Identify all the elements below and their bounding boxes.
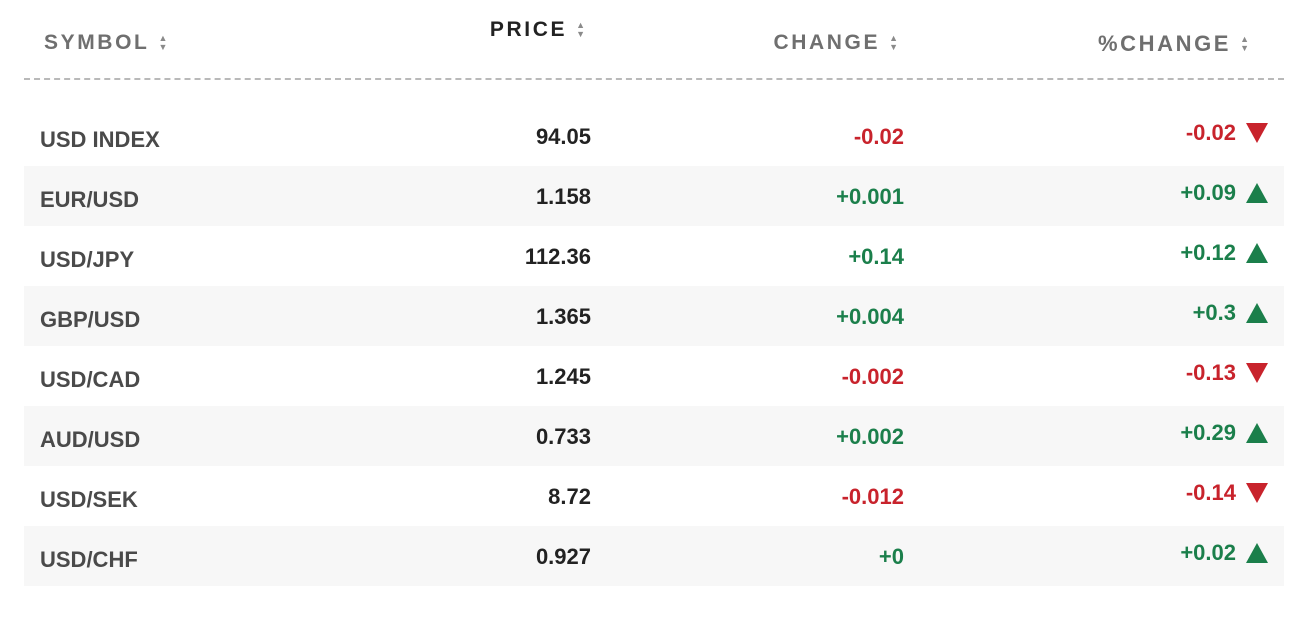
down-arrow-icon [1246, 362, 1268, 384]
pct-change-cell: +0.02 [1180, 540, 1268, 566]
change-cell: +0.001 [836, 184, 904, 209]
price-cell: 0.927 [535, 544, 591, 569]
price-cell: 1.158 [535, 184, 591, 209]
price-cell: 1.245 [535, 364, 591, 389]
change-cell: +0 [878, 544, 904, 569]
symbol-cell[interactable]: AUD/USD [40, 427, 141, 452]
price-column-header[interactable]: PRICE ▲ ▼ [490, 18, 585, 42]
symbol-cell[interactable]: GBP/USD [40, 307, 141, 332]
pct-change-cell: -0.14 [1186, 480, 1268, 506]
symbol-cell[interactable]: USD INDEX [40, 127, 160, 152]
table-row[interactable]: AUD/USD 0.733 +0.002 +0.29 [24, 406, 1284, 466]
table-row[interactable]: GBP/USD 1.365 +0.004 +0.3 [24, 286, 1284, 346]
pct-change-value: +0.09 [1180, 180, 1236, 205]
change-cell: -0.002 [841, 364, 904, 389]
price-cell: 8.72 [548, 484, 591, 509]
pct-change-value: +0.12 [1180, 240, 1236, 265]
table-row[interactable]: USD/JPY 112.36 +0.14 +0.12 [24, 226, 1284, 286]
price-cell: 1.365 [535, 304, 591, 329]
symbol-cell[interactable]: USD/JPY [40, 247, 135, 272]
price-cell: 0.733 [535, 424, 591, 449]
change-header-label: CHANGE [773, 31, 881, 54]
change-cell: +0.14 [848, 244, 904, 269]
pct-change-value: -0.14 [1185, 480, 1236, 505]
pct-change-column-header[interactable]: %CHANGE ▲ ▼ [1098, 31, 1249, 57]
pct-change-cell: +0.12 [1180, 240, 1268, 266]
up-arrow-icon [1246, 422, 1268, 444]
pct-change-value: +0.02 [1180, 540, 1236, 565]
pct-change-value: +0.3 [1192, 300, 1236, 325]
up-arrow-icon [1246, 542, 1268, 564]
pct-change-cell: +0.29 [1180, 420, 1268, 446]
sort-icon[interactable]: ▲ ▼ [158, 33, 168, 52]
price-cell: 94.05 [535, 124, 591, 149]
table-row[interactable]: USD/CHF 0.927 +0 +0.02 [24, 526, 1284, 586]
symbol-cell[interactable]: USD/CHF [40, 547, 138, 572]
down-arrow-icon [1246, 482, 1268, 504]
pct-change-cell: -0.02 [1186, 120, 1268, 146]
up-arrow-icon [1246, 302, 1268, 324]
table-header: SYMBOL ▲ ▼ PRICE ▲ ▼ CHANGE ▲ ▼ %CHANGE … [24, 0, 1284, 80]
pct-change-value: -0.02 [1185, 120, 1236, 145]
up-arrow-icon [1246, 182, 1268, 204]
change-cell: +0.002 [836, 424, 904, 449]
symbol-header-label: SYMBOL [44, 31, 150, 54]
sort-icon[interactable]: ▲ ▼ [576, 20, 585, 39]
pct-change-cell: +0.09 [1180, 180, 1268, 206]
change-column-header[interactable]: CHANGE ▲ ▼ [773, 31, 898, 55]
symbol-cell[interactable]: USD/SEK [40, 487, 138, 512]
symbol-cell[interactable]: USD/CAD [40, 367, 141, 392]
price-cell: 112.36 [524, 244, 591, 269]
table-row[interactable]: USD INDEX 94.05 -0.02 -0.02 [24, 106, 1284, 166]
price-header-label: PRICE [489, 18, 568, 41]
currency-table: SYMBOL ▲ ▼ PRICE ▲ ▼ CHANGE ▲ ▼ %CHANGE … [24, 0, 1284, 586]
change-cell: -0.02 [853, 124, 904, 149]
table-row[interactable]: EUR/USD 1.158 +0.001 +0.09 [24, 166, 1284, 226]
pct-change-cell: -0.13 [1186, 360, 1268, 386]
down-arrow-icon [1246, 122, 1268, 144]
pct-change-value: +0.29 [1180, 420, 1236, 445]
symbol-cell[interactable]: EUR/USD [40, 187, 140, 212]
table-body: USD INDEX 94.05 -0.02 -0.02 EUR/USD 1.15… [24, 106, 1284, 586]
pct-change-cell: +0.3 [1193, 300, 1268, 326]
sort-icon[interactable]: ▲ ▼ [1240, 34, 1249, 53]
up-arrow-icon [1246, 242, 1268, 264]
pct-change-value: -0.13 [1185, 360, 1236, 385]
symbol-column-header[interactable]: SYMBOL ▲ ▼ [44, 31, 167, 55]
table-row[interactable]: USD/SEK 8.72 -0.012 -0.14 [24, 466, 1284, 526]
change-cell: +0.004 [836, 304, 904, 329]
change-cell: -0.012 [841, 484, 904, 509]
table-row[interactable]: USD/CAD 1.245 -0.002 -0.13 [24, 346, 1284, 406]
sort-icon[interactable]: ▲ ▼ [889, 33, 898, 52]
pct-change-header-label: %CHANGE [1097, 31, 1232, 56]
